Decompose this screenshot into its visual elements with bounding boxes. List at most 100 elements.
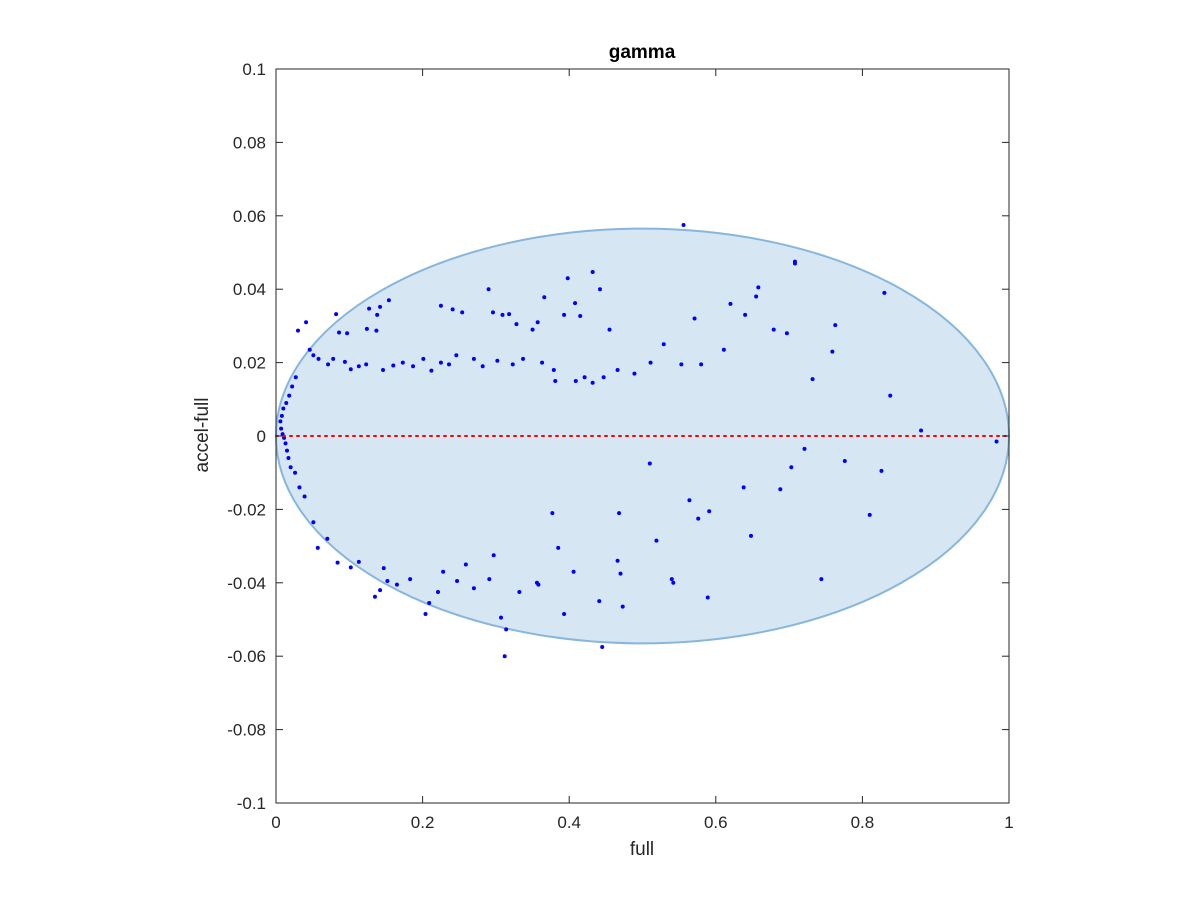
scatter-point [348,565,353,570]
scatter-point [784,331,789,336]
scatter-point [582,375,587,380]
scatter-point [315,545,320,550]
x-tick-label: 0.2 [411,813,435,832]
scatter-point [411,364,416,369]
axes [275,68,1010,804]
scatter-point [692,316,697,321]
x-tick-label: 0.6 [704,813,728,832]
scatter-point [590,380,595,385]
scatter-point [293,470,298,475]
scatter-point [510,362,515,367]
scatter-point [571,569,576,574]
scatter-point [842,458,847,463]
scatter-point [578,313,583,318]
scatter-point [504,627,509,632]
scatter-point [307,347,312,352]
scatter-point [535,320,540,325]
scatter-point [284,400,289,405]
scatter-point [378,304,383,309]
scatter-point [696,516,701,521]
y-tick-label: 0.02 [233,354,266,373]
scatter-point [427,600,432,605]
x-tick-label: 0.8 [851,813,875,832]
y-tick-label: 0.1 [242,60,266,79]
scatter-point [290,384,295,389]
x-tick-label: 0 [271,813,280,832]
scatter-point [707,509,712,514]
scatter-point [356,559,361,564]
y-tick-label: 0 [257,427,266,446]
scatter-point [446,362,451,367]
scatter-point [687,498,692,503]
scatter-point [381,566,386,571]
scatter-point [364,362,369,367]
scatter-point [632,371,637,376]
scatter-point [681,222,686,227]
scatter-point [517,589,522,594]
scatter-point [391,363,396,368]
scatter-point [919,428,924,433]
scatter-point [287,393,292,398]
scatter-point [879,468,884,473]
scatter-point [435,589,440,594]
chart-title: gamma [609,42,676,63]
scatter-point [521,356,526,361]
scatter-point [278,419,283,424]
scatter-point [514,322,519,327]
scatter-point [374,328,379,333]
scatter-point [728,301,733,306]
scatter-point [882,290,887,295]
y-tick-label: -0.06 [227,647,266,666]
scatter-point [500,312,505,317]
scatter-point [297,485,302,490]
scatter-point [502,654,507,659]
scatter-point [471,356,476,361]
scatter-point [342,359,347,364]
data-points [275,222,1010,659]
scatter-point [334,312,339,317]
scatter-point [573,378,578,383]
scatter-point [394,582,399,587]
scatter-point [540,360,545,365]
scatter-point [463,562,468,567]
scatter-point [833,323,838,328]
scatter-point [671,580,676,585]
y-tick-label: 0.08 [233,133,266,152]
scatter-point [771,327,776,332]
scatter-point [385,578,390,583]
scatter-point [748,533,753,538]
scatter-point [429,368,434,373]
scatter-point [375,312,380,317]
scatter-point [617,511,622,516]
scatter-point [754,294,759,299]
scatter-point [743,312,748,317]
scatter-point [279,413,284,418]
scatter-point [867,512,872,517]
scatter-point [615,558,620,563]
scatter-point [556,545,561,550]
scatter-point [367,306,372,311]
scatter-point [542,295,547,300]
scatter-point [378,588,383,593]
scatter-point [295,328,300,333]
scatter-point [888,393,893,398]
scatter-point [562,312,567,317]
scatter-point [438,360,443,365]
scatter-point [530,327,535,332]
scatter-point [421,356,426,361]
scatter-point [438,303,443,308]
scatter-point [311,353,316,358]
scatter-point [597,599,602,604]
scatter-point [490,310,495,315]
scatter-point [454,353,459,358]
scatter-point [364,326,369,331]
scatter-point [400,360,405,365]
x-tick-label: 0.4 [557,813,581,832]
scatter-point [279,426,284,431]
x-axis-label: full [630,839,654,860]
scatter-point [487,577,492,582]
scatter-point [326,362,331,367]
scatter-point [281,406,286,411]
scatter-point [335,560,340,565]
